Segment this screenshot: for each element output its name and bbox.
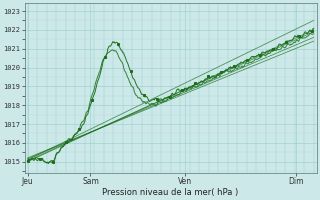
- X-axis label: Pression niveau de la mer( hPa ): Pression niveau de la mer( hPa ): [102, 188, 239, 197]
